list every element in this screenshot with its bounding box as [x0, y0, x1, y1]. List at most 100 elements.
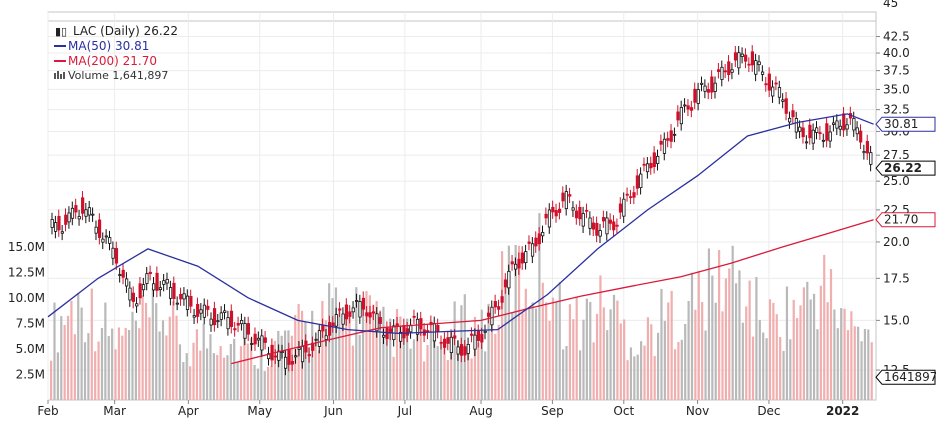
volume-bar [222, 357, 226, 400]
volume-bar [175, 315, 178, 400]
candle-body [223, 310, 227, 313]
volume-bar [263, 371, 266, 400]
volume-bar [100, 328, 104, 400]
candle-body [588, 217, 592, 229]
candle-body [483, 330, 487, 333]
candle-body [446, 337, 450, 344]
candle-body [612, 221, 616, 231]
volume-bar [738, 270, 741, 400]
candle-body [760, 71, 765, 75]
candle-body [832, 122, 836, 125]
candle-body [152, 283, 156, 291]
volume-legend-icon [54, 71, 65, 79]
date-tick-label: Aug [469, 404, 492, 418]
volume-bar [616, 300, 619, 400]
candle-body [229, 310, 234, 327]
candle-body [632, 192, 636, 198]
volume-bar [158, 331, 161, 400]
candle-body [716, 69, 721, 72]
volume-bar [562, 349, 565, 400]
volume-bar [524, 288, 527, 400]
value-markers: 30.81 26.22 21.70 1641897 [875, 116, 936, 385]
price-tick-label: 37.5 [883, 64, 910, 78]
volume-bar [66, 315, 70, 400]
volume-bar [599, 275, 602, 400]
candle-body [300, 346, 305, 363]
candle-body [331, 322, 335, 327]
volume-bar [470, 358, 473, 400]
candle-body [754, 60, 758, 75]
candle-body [365, 312, 369, 317]
candle-body [196, 303, 200, 317]
candle-body [811, 129, 815, 144]
candle-body [500, 296, 504, 303]
candle-body [415, 318, 420, 335]
volume-bar [189, 366, 192, 400]
candle-body [490, 306, 494, 326]
candle-body [246, 323, 250, 335]
volume-bar [205, 348, 209, 400]
volume-bar [806, 281, 809, 400]
volume-bar [368, 295, 371, 400]
volume-bar [565, 346, 568, 400]
volume-bar [185, 353, 188, 400]
candle-body [74, 205, 78, 213]
candle-body [442, 338, 447, 348]
candle-body [551, 206, 555, 213]
volume-bar [324, 320, 327, 400]
volume-bar [796, 318, 799, 400]
volume-bar [456, 340, 460, 400]
candle-body [206, 305, 210, 310]
candle-body [578, 206, 582, 220]
candle-body [520, 252, 524, 264]
candle-body [558, 208, 562, 213]
volume-bar [60, 316, 63, 400]
candle-body [456, 346, 460, 355]
volume-tick-label: 5.0M [16, 342, 45, 356]
volume-bar [602, 307, 605, 400]
candle-body [750, 51, 755, 66]
candle-body [97, 219, 102, 238]
candle-body [568, 194, 572, 197]
candle-body [341, 313, 345, 325]
marker-30.81: 30.81 [875, 116, 936, 132]
candle-body [777, 87, 782, 98]
volume-bar [548, 320, 551, 400]
volume-bar [226, 355, 229, 400]
volume-bar [385, 331, 388, 400]
candle-body [706, 89, 711, 93]
candle-body [60, 231, 64, 234]
volume-bar [721, 311, 724, 400]
candle-body [155, 272, 159, 291]
volume-bar [507, 245, 510, 400]
volume-bar [178, 344, 182, 400]
volume-bar [578, 350, 582, 400]
candle-body [304, 340, 308, 353]
candle-body [348, 311, 352, 317]
candle-body [821, 139, 826, 142]
volume-bar [402, 336, 405, 400]
volume-bar [650, 324, 653, 400]
volume-bar [592, 342, 595, 400]
candle-body [774, 82, 778, 85]
price-tick-label-top: 45 [883, 0, 898, 10]
volume-bar [840, 308, 843, 400]
volume-bar [473, 316, 477, 400]
marker-label: 21.70 [884, 213, 918, 227]
candle-body [405, 328, 409, 336]
volume-bar [165, 335, 168, 400]
candle-body [767, 73, 771, 91]
candle-body [165, 278, 169, 284]
candle-body [338, 308, 342, 311]
volume-bar [687, 301, 690, 400]
volume-bar [609, 309, 612, 400]
volume-bar [789, 339, 792, 400]
volume-bar [107, 336, 110, 400]
candle-body [118, 274, 122, 277]
volume-bar [823, 254, 826, 400]
candle-body [470, 333, 474, 336]
volume-bar [233, 338, 236, 400]
candle-body [280, 351, 284, 353]
price-axis: 42.540.037.535.032.530.027.525.022.520.0… [876, 0, 910, 377]
candle-body [216, 320, 220, 323]
